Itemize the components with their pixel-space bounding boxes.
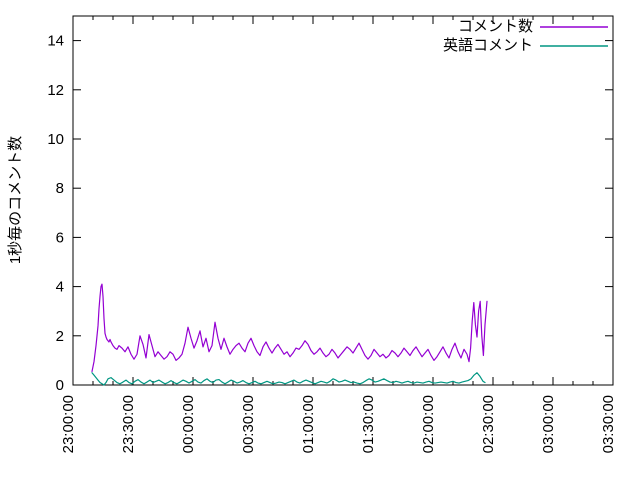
x-axis-tick-labels: 23:00:00 23:30:00 00:00:00 00:30:00 01:00:00…: [60, 395, 617, 453]
y-tick-label: 8: [56, 180, 64, 197]
y-axis-ticks: [73, 40, 613, 386]
series-line-comments: [91, 283, 488, 373]
y-axis-tick-labels: 0 2 4 6 8 10 12 14: [47, 33, 64, 394]
x-tick-label: 00:00:00: [180, 395, 197, 453]
x-tick-label: 03:00:00: [540, 395, 557, 453]
y-tick-label: 10: [47, 131, 64, 148]
legend-label: 英語コメント: [443, 36, 533, 54]
y-tick-label: 4: [56, 279, 64, 296]
x-tick-label: 23:00:00: [60, 395, 77, 453]
x-tick-label: 00:30:00: [240, 395, 257, 453]
x-tick-label: 01:30:00: [360, 395, 377, 453]
y-tick-label: 2: [56, 328, 64, 345]
plot-frame: [72, 15, 614, 386]
y-tick-label: 6: [56, 229, 64, 246]
y-tick-label: 14: [47, 33, 64, 50]
y-tick-label: 12: [47, 82, 64, 99]
series-line-english-comments: [91, 372, 486, 386]
x-axis-ticks: [72, 16, 614, 385]
x-tick-label: 23:30:00: [120, 395, 137, 453]
data-series-layer: [91, 283, 488, 386]
x-tick-label: 03:30:00: [600, 395, 617, 453]
y-axis-title: 1秒毎のコメント数: [7, 136, 24, 264]
x-tick-label: 01:00:00: [300, 395, 317, 453]
y-tick-label: 0: [56, 377, 64, 394]
x-tick-label: 02:30:00: [480, 395, 497, 453]
legend-label: コメント数: [458, 18, 533, 35]
x-tick-label: 02:00:00: [420, 395, 437, 453]
